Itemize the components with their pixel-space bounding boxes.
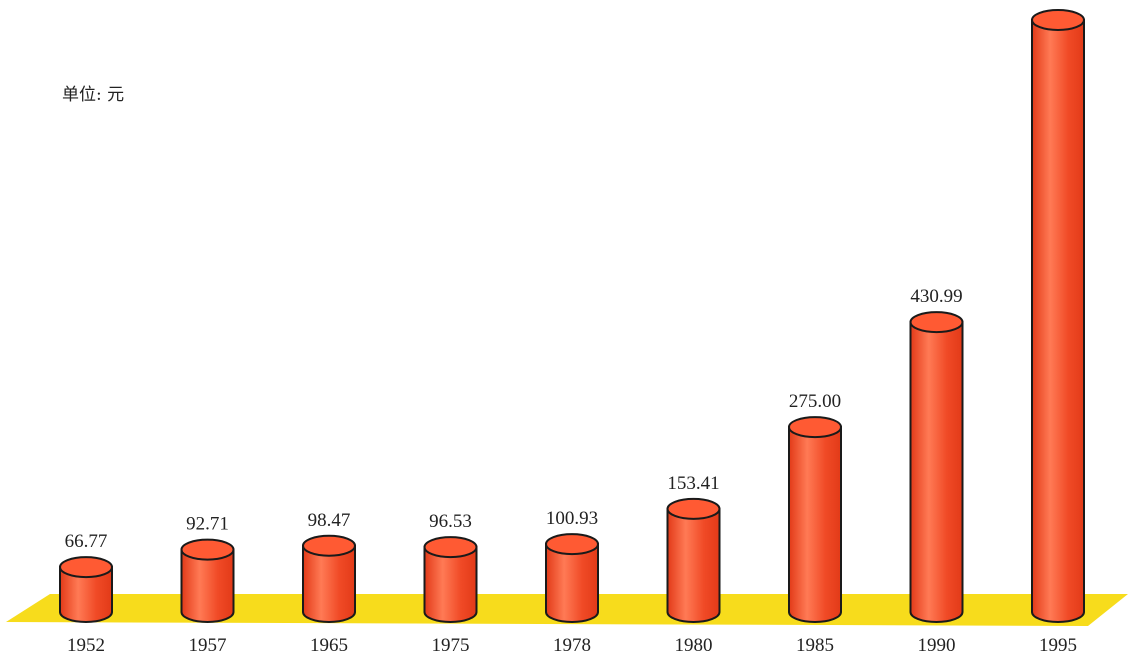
- bar-1978: [545, 533, 599, 623]
- x-tick-label-1990: 1990: [918, 635, 956, 656]
- value-label-1952: 66.77: [65, 531, 108, 552]
- value-label-1980: 153.41: [667, 473, 719, 494]
- bar-body: [59, 566, 113, 623]
- bar-1965: [302, 534, 356, 623]
- x-tick-label-1965: 1965: [310, 635, 348, 656]
- x-tick-label-1957: 1957: [189, 635, 227, 656]
- bar-1980: [666, 497, 721, 623]
- value-label-1975: 96.53: [429, 511, 472, 532]
- bar-body: [302, 544, 356, 623]
- bars-layer: [59, 9, 1085, 623]
- unit-label: 单位: 元: [62, 85, 125, 105]
- bar-top: [180, 538, 235, 561]
- bar-body: [545, 543, 599, 623]
- x-tick-label-1995: 1995: [1039, 635, 1077, 656]
- bar-body: [909, 321, 964, 623]
- bar-top: [909, 311, 964, 334]
- value-label-1978: 100.93: [546, 508, 598, 529]
- bar-top: [666, 497, 721, 520]
- bar-body: [180, 548, 235, 623]
- bar-top: [59, 556, 113, 579]
- bar-1957: [180, 538, 235, 623]
- value-label-1957: 92.71: [186, 514, 229, 535]
- bar-1995: [1031, 9, 1085, 623]
- bar-body: [423, 546, 478, 623]
- labels-layer: 66.77 1952 92.71 1957 98.47 1965 96.53 1975 100.…: [65, 0, 1085, 656]
- bar-top: [545, 533, 599, 556]
- bar-1975: [423, 536, 478, 623]
- bar-body: [1031, 19, 1085, 623]
- value-label-1990: 430.99: [910, 286, 962, 307]
- bar-top: [1031, 9, 1085, 31]
- bar-body: [666, 507, 721, 623]
- value-label-1965: 98.47: [308, 510, 351, 531]
- bar-body: [788, 426, 842, 623]
- x-tick-label-1980: 1980: [675, 635, 713, 656]
- bar-top: [788, 416, 842, 439]
- x-tick-label-1985: 1985: [796, 635, 834, 656]
- bar-1985: [788, 416, 842, 623]
- bar-1990: [909, 311, 964, 623]
- x-tick-label-1978: 1978: [553, 635, 591, 656]
- bar-top: [302, 534, 356, 557]
- x-tick-label-1952: 1952: [67, 635, 105, 656]
- value-label-1985: 275.00: [789, 391, 841, 412]
- x-tick-label-1975: 1975: [432, 635, 470, 656]
- bar-top: [423, 536, 478, 559]
- bar-1952: [59, 556, 113, 623]
- value-label-1995: 880.34: [1032, 0, 1085, 5]
